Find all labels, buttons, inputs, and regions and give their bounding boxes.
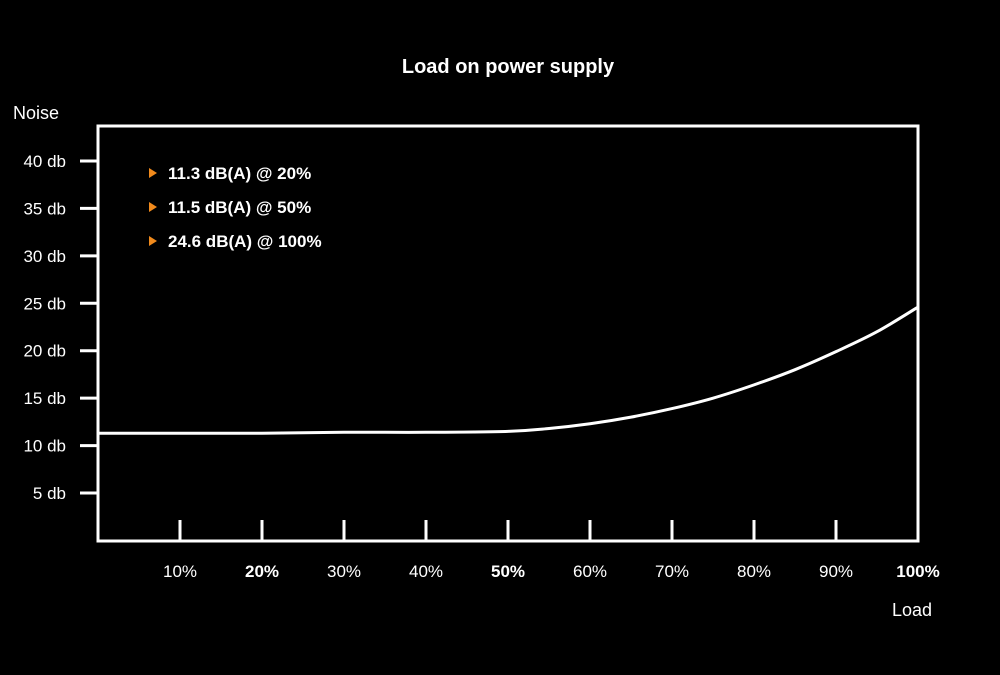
y-tick-label: 10 db: [23, 437, 66, 456]
x-tick-label: 50%: [491, 562, 525, 581]
y-tick-label: 5 db: [33, 484, 66, 503]
x-axis-label: Load: [892, 600, 932, 620]
y-tick-label: 40 db: [23, 152, 66, 171]
x-tick-label: 100%: [896, 562, 939, 581]
annotation-marker: [149, 168, 157, 178]
annotation-text: 11.3 dB(A) @ 20%: [168, 164, 311, 183]
x-tick-label: 60%: [573, 562, 607, 581]
y-tick-label: 25 db: [23, 294, 66, 313]
chart-title: Load on power supply: [402, 56, 615, 78]
x-tick-label: 20%: [245, 562, 279, 581]
annotation-marker: [149, 202, 157, 212]
annotation-text: 11.5 dB(A) @ 50%: [168, 198, 311, 217]
annotation-marker: [149, 236, 157, 246]
x-tick-label: 90%: [819, 562, 853, 581]
y-tick-label: 35 db: [23, 199, 66, 218]
x-tick-label: 40%: [409, 562, 443, 581]
x-tick-label: 70%: [655, 562, 689, 581]
y-tick-label: 30 db: [23, 247, 66, 266]
y-tick-label: 20 db: [23, 342, 66, 361]
noise-curve: [97, 305, 919, 435]
x-tick-label: 80%: [737, 562, 771, 581]
y-axis-label: Noise: [13, 103, 59, 123]
annotation-text: 24.6 dB(A) @ 100%: [168, 232, 322, 251]
plot-frame: [96, 124, 920, 543]
x-tick-label: 10%: [163, 562, 197, 581]
y-tick-label: 15 db: [23, 389, 66, 408]
x-tick-label: 30%: [327, 562, 361, 581]
